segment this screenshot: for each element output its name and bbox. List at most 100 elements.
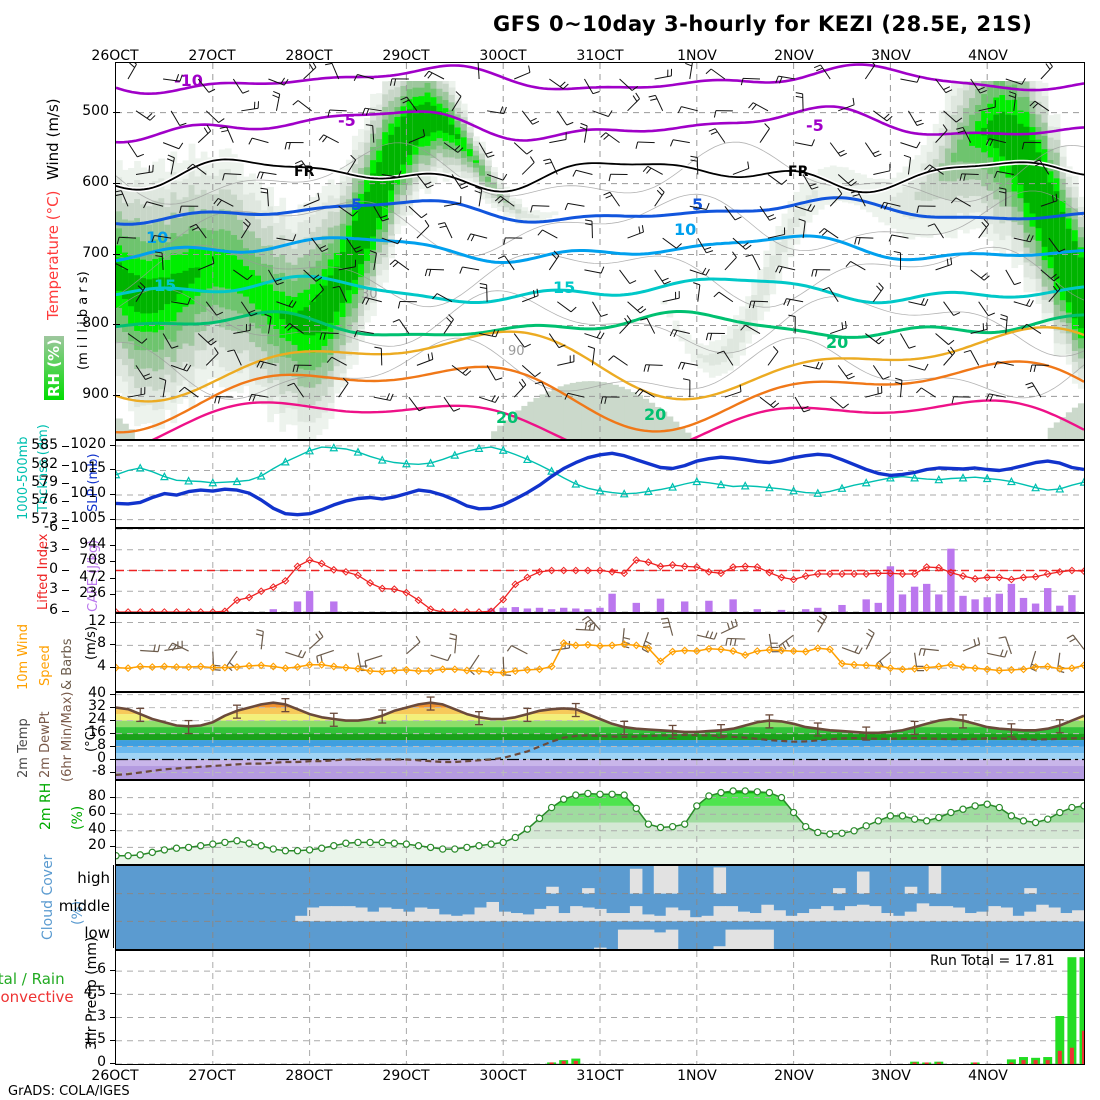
date-label: 26OCT [91,1068,139,1084]
date-label: 31OCT [576,1068,624,1084]
axis-tick: 472 [79,568,106,585]
date-label: 31OCT [576,48,624,64]
svg-text:FR: FR [788,164,809,180]
axis-tick-mark [110,1063,117,1064]
axis-tick: 12 [88,612,106,629]
axis-tick: 600 [82,173,109,190]
date-label: 1NOV [677,1068,717,1084]
svg-text:5: 5 [351,195,362,214]
svg-text:20: 20 [496,408,518,427]
date-label: 4NOV [968,1068,1008,1084]
axis-tick-mark [62,519,69,521]
label-temp2m: 2m Temp [16,718,31,778]
axis-tick: 4 [97,658,106,675]
axis-tick: 6 [97,961,106,978]
cloud-level-label: high [77,868,110,887]
axis-tick: 1.5 [83,1030,106,1047]
svg-text:FR: FR [294,164,315,180]
date-label: 28OCT [285,48,333,64]
axis-tick: 0 [97,749,106,766]
axis-tick-mark [110,444,117,446]
precip-panel [115,950,1085,1065]
axis-tick-mark [110,594,117,596]
date-label: 30OCT [479,1068,527,1084]
axis-tick-mark [110,667,117,669]
run-total-value: 17.81 [1014,953,1055,969]
axis-tick-mark [113,253,120,255]
axis-tick-mark [110,993,117,995]
footer-credit: GrADS: COLA/IGES [8,1084,130,1099]
axis-tick-mark [62,464,69,466]
svg-text:15: 15 [553,278,575,297]
axis-tick-mark [110,1039,117,1041]
axis-tick: 708 [79,552,106,569]
axis-tick: 40 [88,684,106,701]
axis-tick: 1005 [70,509,106,526]
svg-text:5: 5 [692,195,703,214]
axis-tick-mark [113,395,120,397]
svg-text:10: 10 [674,220,696,239]
axis-tick: 40 [88,820,106,837]
cloud-level-label: middle [58,896,110,915]
axis-tick-mark [113,892,114,921]
cloud-panel [115,865,1085,950]
axis-tick-mark [110,577,117,579]
axis-tick: 0 [49,560,58,577]
svg-text:-5: -5 [338,111,356,130]
axis-tick-mark [110,561,117,563]
axis-tick-mark [110,621,117,623]
label-wind10m-a: 10m Wind [16,623,31,690]
axis-tick: -8 [92,762,106,779]
axis-tick-mark [113,111,120,113]
axis-tick: 1020 [70,435,106,452]
wind10m-panel [115,613,1085,692]
date-label: 2NOV [774,48,814,64]
svg-text:-10: -10 [174,71,203,90]
axis-tick-mark [62,569,69,571]
date-label: 4NOV [968,48,1008,64]
axis-tick: 4.5 [83,984,106,1001]
axis-tick: 24 [88,710,106,727]
axis-tick: 573 [31,510,58,527]
axis-tick-mark [110,846,117,848]
thickness-slp-panel [115,440,1085,528]
axis-tick-mark [110,771,117,773]
label-precip-convective: Convective [0,988,74,1006]
axis-tick: 6 [49,602,58,618]
axis-tick: 0 [97,1054,106,1070]
date-label: 29OCT [382,48,430,64]
axis-tick-mark [110,544,117,546]
date-label: 29OCT [382,1068,430,1084]
axis-tick-mark [62,611,69,612]
axis-tick: 500 [82,102,109,119]
rh2m-panel [115,780,1085,865]
date-label: 3NOV [871,48,911,64]
axis-tick: 582 [31,455,58,472]
axis-tick-mark [62,446,69,448]
svg-text:20: 20 [644,405,666,424]
axis-tick-mark [113,324,120,326]
axis-tick: 1010 [70,485,106,502]
axis-tick-mark [110,706,117,708]
axis-tick: 16 [88,723,106,740]
axis-tick-mark [62,501,69,503]
axis-tick: 585 [31,437,58,454]
axis-tick-mark [113,920,114,948]
date-label: 30OCT [479,48,527,64]
upper-air-panel: 30 90 -10 -5 -5 FR FR 5 5 10 10 15 15 20 20 20 [115,62,1085,440]
axis-tick-mark [110,1016,117,1018]
axis-tick: 3 [49,581,58,598]
axis-tick-mark [110,796,117,798]
axis-tick-mark [110,494,117,496]
axis-tick: 944 [79,535,106,552]
date-label: 2NOV [774,1068,814,1084]
axis-tick: 60 [88,804,106,821]
label-precip-total: Total / Rain [0,970,65,988]
axis-tick-mark [110,829,117,831]
axis-tick: -6 [44,519,58,535]
axis-tick: 80 [88,787,106,804]
axis-tick: 579 [31,474,58,490]
axis-tick-mark [110,693,117,695]
run-total-text: Run Total = [930,953,1011,969]
axis-tick-mark [62,548,69,550]
